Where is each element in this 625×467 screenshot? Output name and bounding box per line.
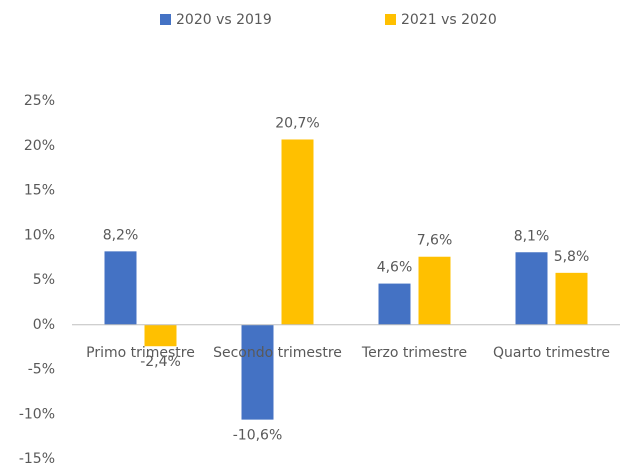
y-tick-label: 0% (33, 317, 55, 333)
legend-label: 2020 vs 2019 (176, 12, 272, 28)
data-label: 20,7% (275, 115, 319, 131)
legend-label: 2021 vs 2020 (401, 12, 497, 28)
y-tick-label: -15% (19, 451, 55, 467)
x-tick-label: Terzo trimestre (361, 345, 467, 361)
bar (418, 256, 451, 325)
y-tick-label: -5% (28, 362, 55, 378)
data-label: 5,8% (554, 249, 590, 265)
y-tick-label: -10% (19, 406, 55, 422)
data-label: 4,6% (377, 260, 413, 276)
bar (144, 324, 177, 347)
y-tick-label: 25% (24, 93, 55, 109)
data-label: 7,6% (417, 233, 453, 249)
bar (378, 283, 411, 325)
y-tick-label: 10% (24, 227, 55, 243)
data-label: 8,1% (514, 228, 550, 244)
bar (241, 324, 274, 420)
bar (281, 139, 314, 325)
x-tick-label: Secondo trimestre (213, 345, 342, 361)
data-label: 8,2% (103, 227, 139, 243)
data-label: -10,6% (233, 428, 283, 444)
bar (555, 272, 588, 325)
data-label: -2,4% (140, 354, 181, 370)
bar (104, 251, 137, 325)
x-tick-label: Primo trimestre (86, 345, 195, 361)
legend-swatch (385, 14, 396, 25)
bar (515, 252, 548, 325)
x-tick-label: Quarto trimestre (493, 345, 610, 361)
y-tick-label: 20% (24, 138, 55, 154)
legend-swatch (160, 14, 171, 25)
y-tick-label: 15% (24, 183, 55, 199)
y-tick-label: 5% (33, 272, 55, 288)
